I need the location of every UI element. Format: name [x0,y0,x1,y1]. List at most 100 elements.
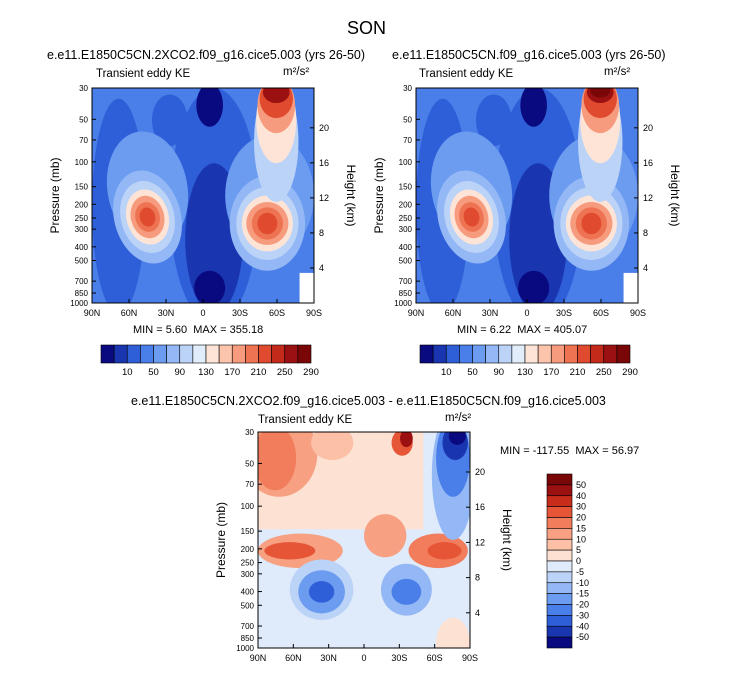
colorbar-label: 50 [576,480,586,490]
colorbar-swatch [284,344,299,364]
colorbar-label: 170 [224,367,240,378]
colorbar-label: 290 [303,367,319,378]
colorbar-swatch [546,528,573,540]
x-tick-label: 90N [250,653,267,663]
y-tick-label: 30 [403,84,412,93]
y-tick-label: 50 [245,459,254,468]
colorbar-label: -30 [576,610,589,620]
x-tick-label: 60N [285,653,302,663]
contour-fill [427,542,462,560]
panel2-colorbar: 10 50 90 130 170 210 250 290 [419,344,638,378]
colorbar-swatch [126,344,141,364]
colorbar-swatch [524,344,539,364]
y-tick-label: 400 [241,588,255,597]
x-tick-label: 90S [462,653,478,663]
panel1-title: e.e11.E1850C5CN.2XCO2.f09_g16.cice5.003 … [47,48,366,62]
colorbar-swatch [231,344,246,364]
panel2-max-value: 405.07 [553,324,588,336]
y-right-tick-label: 8 [319,228,324,238]
panel3-units: m²/s² [445,412,472,424]
y-tick-label: 200 [241,545,255,554]
y-tick-label: 500 [241,601,255,610]
contour-fill [151,94,188,147]
contour-layer [416,88,638,303]
colorbar-label: -15 [576,589,589,599]
panel1-max-label: MAX = [193,324,230,336]
y-tick-label: 300 [75,225,89,234]
colorbar-swatch [546,636,573,649]
contour-fill [258,432,297,491]
y-right-tick-label: 4 [475,608,480,618]
contour-fill [139,207,156,227]
colorbar-swatch [546,484,573,497]
panel2-title: e.e11.E1850C5CN.f09_g16.cice5.003 (yrs 2… [392,48,666,62]
colorbar-label: 250 [596,367,612,378]
contour-fill [590,88,611,98]
contour-fill [581,212,602,235]
colorbar-swatch [297,344,312,364]
y-right-axis-title: Height (km) [344,164,358,226]
panel1-field-label: Transient eddy KE [96,68,191,80]
y-axis-title: Pressure (mb) [48,157,62,233]
colorbar-swatch [546,615,573,627]
y-tick-label: 70 [245,480,254,489]
colorbar-swatch [245,344,259,364]
colorbar-label: -10 [576,578,589,588]
colorbar-swatch [179,344,194,364]
y-right-axis-title: Height (km) [668,164,682,226]
panel3-min-value: -117.55 [532,445,570,457]
colorbar-swatch [153,344,167,364]
colorbar-swatch [603,344,618,364]
colorbar-swatch [546,517,573,529]
contour-fill [391,578,422,605]
contour-fill [311,432,354,461]
y-tick-label: 70 [403,136,412,145]
y-right-tick-label: 16 [643,158,653,168]
colorbar-swatch [537,344,552,364]
panel3-min-label: MIN = [500,445,533,457]
y-tick-label: 200 [75,200,89,209]
y-tick-label: 30 [245,428,254,437]
y-tick-label: 150 [75,183,89,192]
y-right-tick-label: 8 [643,228,648,238]
colorbar-swatch [218,344,233,364]
colorbar-swatch [419,344,434,364]
x-tick-label: 90N [84,308,101,318]
y-tick-label: 150 [241,527,255,536]
colorbar-label: 130 [517,367,533,378]
panel1-max-value: 355.18 [229,324,264,336]
y-tick-label: 500 [399,257,413,266]
colorbar-swatch [140,344,154,364]
contour-fill [364,514,407,558]
y-right-tick-label: 4 [319,263,324,273]
y-tick-label: 850 [75,289,89,298]
y-tick-label: 250 [75,214,89,223]
x-tick-label: 30N [158,308,175,318]
colorbar-swatch [564,344,578,364]
colorbar-label: 0 [576,556,581,566]
colorbar-swatch [546,549,573,562]
y-tick-label: 700 [241,622,255,631]
panel2-units: m²/s² [604,66,631,78]
y-tick-label: 150 [399,183,413,192]
colorbar-label: 90 [174,367,185,378]
colorbar-label: 30 [576,502,586,512]
topography-mask [623,272,638,303]
y-right-axis-title: Height (km) [500,509,514,571]
y-right-tick-label: 12 [643,193,653,203]
colorbar-swatch [432,344,447,364]
colorbar-label: 20 [576,513,586,523]
x-tick-label: 30N [320,653,337,663]
colorbar-label: 50 [467,367,478,378]
colorbar-swatch [166,344,181,364]
x-tick-label: 90S [630,308,646,318]
y-tick-label: 100 [75,158,89,167]
y-tick-label: 700 [75,277,89,286]
colorbar-swatch [472,344,486,364]
y-tick-label: 50 [403,115,412,124]
colorbar-swatch [511,344,526,364]
colorbar-label: 130 [198,367,214,378]
colorbar-label: 210 [251,367,267,378]
panel1-min-value: 5.60 [165,324,188,336]
